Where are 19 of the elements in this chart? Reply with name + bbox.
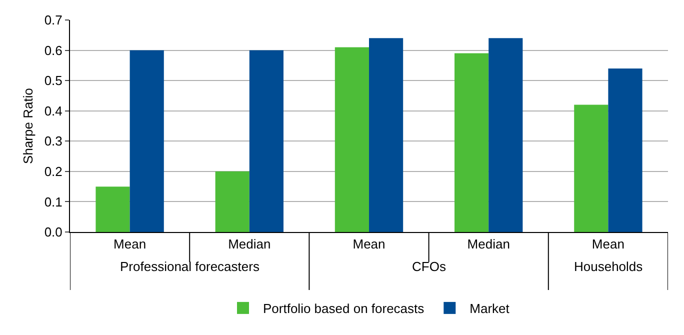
y-tick-label: 0.5 xyxy=(44,73,62,88)
x-tick-label: Median xyxy=(467,236,510,252)
y-tick-label: 0.0 xyxy=(44,224,62,240)
x-tick-label: Mean xyxy=(592,236,624,252)
y-tick-label: 0.2 xyxy=(44,164,62,179)
text: CFOs xyxy=(412,259,446,274)
y-tick-label: 0.1 xyxy=(44,194,62,210)
legend-label: Portfolio based on forecasts xyxy=(263,301,425,316)
x-tick-label: Mean xyxy=(352,236,386,252)
y-axis-title: Sharpe Ratio xyxy=(20,88,36,164)
y-tick-label: 0.4 xyxy=(44,103,62,118)
legend-label: Market xyxy=(470,301,510,316)
text: Households xyxy=(574,259,644,274)
text: Professional forecasters xyxy=(120,259,260,274)
y-tick-label: 0.6 xyxy=(44,42,62,58)
y-tick-label: 0.7 xyxy=(44,12,62,28)
y-tick-label: 0.3 xyxy=(44,134,62,149)
x-tick-label: Mean xyxy=(114,236,146,252)
x-tick-label: Median xyxy=(228,236,271,252)
